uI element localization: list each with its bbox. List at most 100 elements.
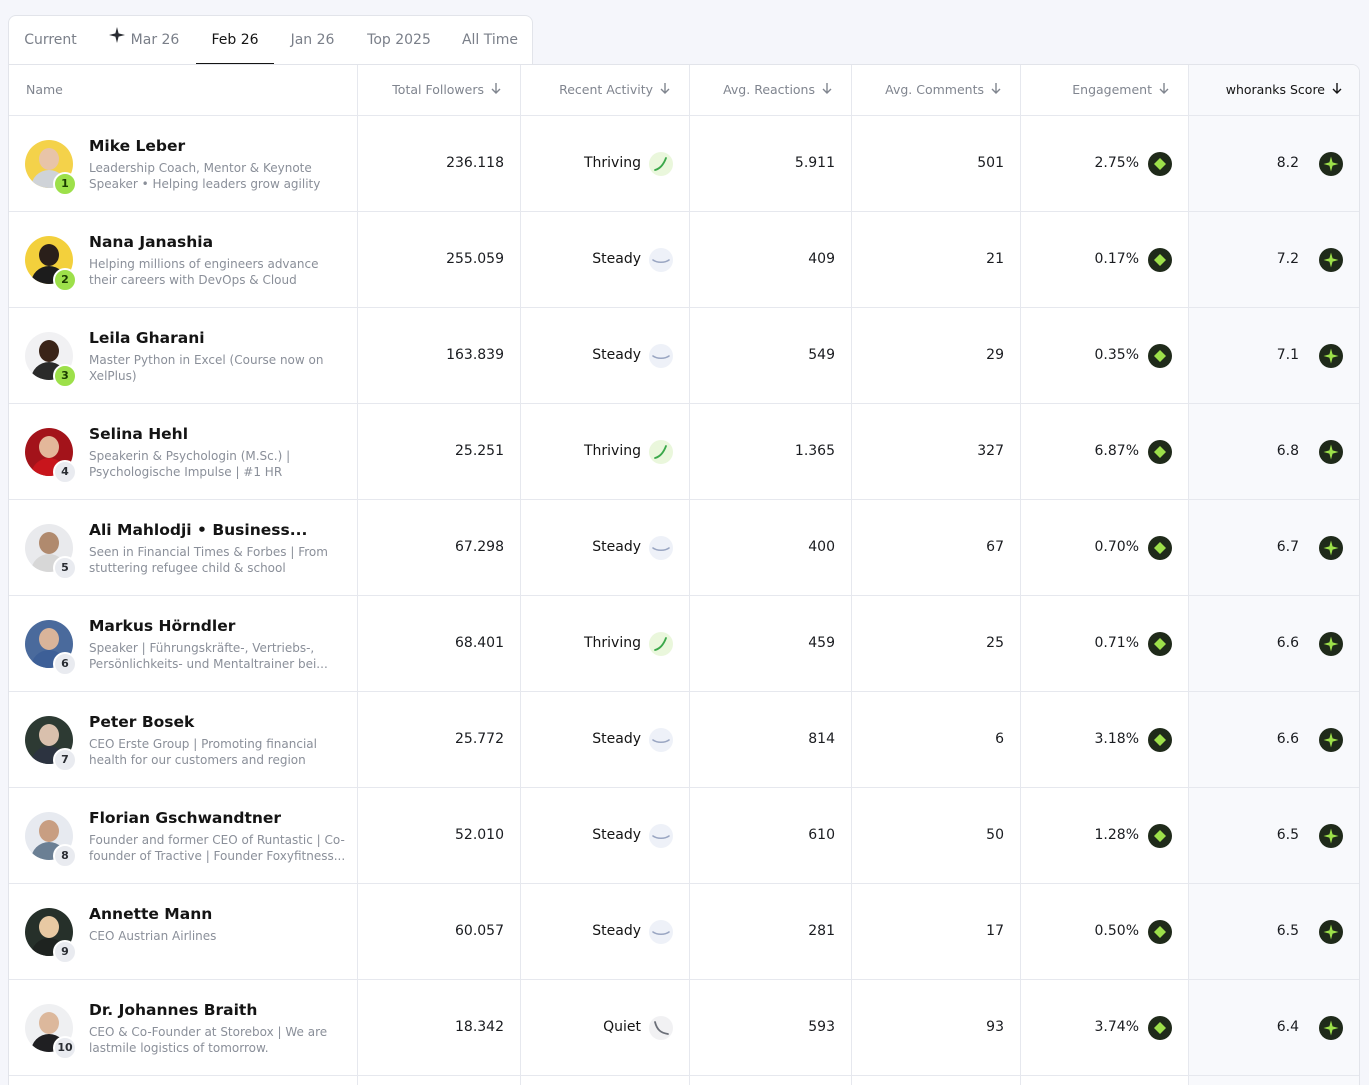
- table-row[interactable]: 6 Markus Hörndler Speaker | Führungskräfte…: [9, 596, 1359, 692]
- rank-badge: 9: [53, 940, 77, 964]
- person-name[interactable]: Mike Leber: [89, 137, 186, 155]
- engagement-gem-icon: [1148, 152, 1172, 176]
- header-total-followers[interactable]: Total Followers: [358, 65, 520, 116]
- avg-comments-value: 501: [977, 155, 1004, 171]
- engagement-gem-icon: [1148, 824, 1172, 848]
- score-sparkle-icon: [1319, 536, 1343, 560]
- avg-comments-value: 21: [986, 251, 1004, 267]
- score-sparkle-icon: [1319, 824, 1343, 848]
- header-recent-activity[interactable]: Recent Activity: [521, 65, 689, 116]
- score-sparkle-icon: [1319, 152, 1343, 176]
- total-followers-value: 68.401: [455, 635, 504, 651]
- table-row[interactable]: 3 Leila Gharani Master Python in Excel (Co…: [9, 308, 1359, 404]
- recent-activity-label: Steady: [592, 347, 641, 363]
- column-divider: [689, 65, 690, 1085]
- column-divider: [851, 65, 852, 1085]
- rank-badge: 4: [53, 460, 77, 484]
- header-avg-reactions[interactable]: Avg. Reactions: [690, 65, 851, 116]
- person-name[interactable]: Nana Janashia: [89, 233, 214, 251]
- recent-activity-label: Thriving: [583, 443, 641, 459]
- person-name[interactable]: Peter Bosek: [89, 713, 195, 731]
- whoranks-score-value: 6.7: [1276, 539, 1299, 555]
- avg-reactions-value: 549: [808, 347, 835, 363]
- total-followers-value: 67.298: [455, 539, 504, 555]
- score-sparkle-icon: [1319, 1016, 1343, 1040]
- engagement-gem-icon: [1148, 632, 1172, 656]
- total-followers-value: 255.059: [446, 251, 504, 267]
- engagement-gem-icon: [1148, 248, 1172, 272]
- person-name[interactable]: Annette Mann: [89, 905, 213, 923]
- table-row[interactable]: 1 Mike Leber Leadership Coach, Mentor & Ke…: [9, 116, 1359, 212]
- engagement-value: 3.74%: [1094, 1019, 1139, 1035]
- person-headline: Speakerin & Psychologin (M.Sc.) | Psycho…: [89, 449, 291, 479]
- total-followers-value: 236.118: [446, 155, 504, 171]
- avg-reactions-value: 409: [808, 251, 835, 267]
- column-divider: [1020, 65, 1021, 1085]
- tab-feb-26[interactable]: Feb 26: [196, 16, 274, 65]
- person-name[interactable]: Markus Hörndler: [89, 617, 236, 635]
- table-row[interactable]: 9 Annette Mann CEO Austrian Airlines 60.057…: [9, 884, 1359, 980]
- header-engagement[interactable]: Engagement: [1021, 65, 1188, 116]
- sparkle-icon: [108, 15, 125, 63]
- person-headline: Founder and former CEO of Runtastic | Co…: [89, 833, 346, 863]
- table-row[interactable]: 8 Florian Gschwandtner Founder and former …: [9, 788, 1359, 884]
- header-whoranks-score[interactable]: whoranks Score: [1189, 65, 1359, 116]
- sort-arrow-down-icon: [821, 65, 833, 115]
- sort-arrow-down-icon: [1158, 65, 1170, 115]
- table-row[interactable]: 7 Peter Bosek CEO Erste Group | Promoting …: [9, 692, 1359, 788]
- column-divider: [357, 65, 358, 1085]
- avg-comments-value: 93: [986, 1019, 1004, 1035]
- person-name[interactable]: Selina Hehl: [89, 425, 189, 443]
- score-sparkle-icon: [1319, 632, 1343, 656]
- header-name[interactable]: Name: [26, 82, 63, 97]
- whoranks-score-value: 7.1: [1276, 347, 1299, 363]
- avg-reactions-value: 610: [808, 827, 835, 843]
- table-row[interactable]: 2 Nana Janashia Helping millions of engine…: [9, 212, 1359, 308]
- rank-badge: 8: [53, 844, 77, 868]
- person-name[interactable]: Florian Gschwandtner: [89, 809, 282, 827]
- whoranks-score-value: 7.2: [1276, 251, 1299, 267]
- whoranks-score-value: 6.6: [1276, 635, 1299, 651]
- tab-mar-26[interactable]: Mar 26: [92, 16, 196, 65]
- person-headline: Helping millions of engineers advance th…: [89, 257, 319, 287]
- header-avg-comments[interactable]: Avg. Comments: [852, 65, 1020, 116]
- person-name[interactable]: Leila Gharani: [89, 329, 205, 347]
- tab-current[interactable]: Current: [24, 32, 77, 48]
- whoranks-score-value: 6.5: [1276, 827, 1299, 843]
- table-row[interactable]: 10 Dr. Johannes Braith CEO & Co-Founder at…: [9, 980, 1359, 1076]
- score-sparkle-icon: [1319, 920, 1343, 944]
- avg-comments-value: 29: [986, 347, 1004, 363]
- avatar: [25, 908, 73, 956]
- engagement-gem-icon: [1148, 344, 1172, 368]
- tab-all-time[interactable]: All Time: [461, 32, 519, 48]
- recent-activity-label: Steady: [592, 923, 641, 939]
- trend-up-icon: [649, 632, 673, 656]
- recent-activity-label: Steady: [592, 731, 641, 747]
- recent-activity-label: Thriving: [583, 635, 641, 651]
- person-name[interactable]: Dr. Johannes Braith: [89, 1001, 258, 1019]
- engagement-value: 6.87%: [1094, 443, 1139, 459]
- engagement-value: 0.71%: [1094, 635, 1139, 651]
- total-followers-value: 18.342: [455, 1019, 504, 1035]
- whoranks-score-value: 8.2: [1276, 155, 1299, 171]
- avg-reactions-value: 593: [808, 1019, 835, 1035]
- table-row[interactable]: 4 Selina Hehl Speakerin & Psychologin (M.S…: [9, 404, 1359, 500]
- sort-arrow-down-icon: [490, 65, 502, 115]
- engagement-value: 0.50%: [1094, 923, 1139, 939]
- sort-arrow-down-icon: [1331, 65, 1343, 115]
- engagement-value: 0.35%: [1094, 347, 1139, 363]
- rank-badge: 5: [53, 556, 77, 580]
- whoranks-score-value: 6.4: [1276, 1019, 1299, 1035]
- person-name[interactable]: Ali Mahlodji • Business...: [89, 521, 308, 539]
- recent-activity-label: Quiet: [603, 1019, 641, 1035]
- avg-reactions-value: 400: [808, 539, 835, 555]
- table-row[interactable]: 5 Ali Mahlodji • Business... Seen in Finan…: [9, 500, 1359, 596]
- engagement-gem-icon: [1148, 920, 1172, 944]
- tab-top-2025[interactable]: Top 2025: [367, 32, 431, 48]
- trend-flat-icon: [649, 248, 673, 272]
- person-headline: Seen in Financial Times & Forbes | From …: [89, 545, 328, 575]
- score-sparkle-icon: [1319, 440, 1343, 464]
- engagement-value: 0.17%: [1094, 251, 1139, 267]
- tab-jan-26[interactable]: Jan 26: [290, 32, 335, 48]
- trend-up-icon: [649, 440, 673, 464]
